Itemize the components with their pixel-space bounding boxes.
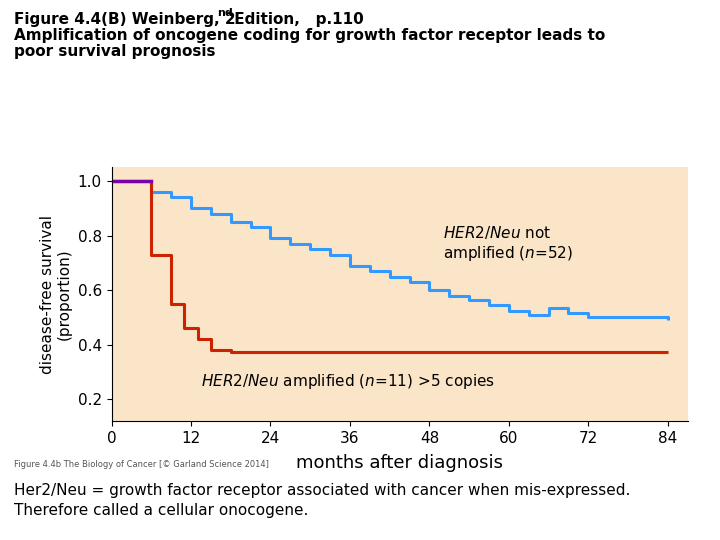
- Y-axis label: disease-free survival
(proportion): disease-free survival (proportion): [40, 215, 72, 374]
- Text: Edition,   p.110: Edition, p.110: [229, 12, 364, 27]
- Text: $\it{HER2/Neu}$ amplified ($\it{n}$=11) >5 copies: $\it{HER2/Neu}$ amplified ($\it{n}$=11) …: [201, 372, 495, 391]
- Text: poor survival prognosis: poor survival prognosis: [14, 44, 216, 59]
- Text: Her2/Neu = growth factor receptor associated with cancer when mis-expressed.: Her2/Neu = growth factor receptor associ…: [14, 483, 631, 498]
- X-axis label: months after diagnosis: months after diagnosis: [296, 454, 503, 472]
- Text: Figure 4.4(B) Weinberg, 2: Figure 4.4(B) Weinberg, 2: [14, 12, 236, 27]
- Text: Therefore called a cellular onocogene.: Therefore called a cellular onocogene.: [14, 503, 309, 518]
- Text: Figure 4.4b The Biology of Cancer [© Garland Science 2014]: Figure 4.4b The Biology of Cancer [© Gar…: [14, 460, 269, 469]
- Text: Amplification of oncogene coding for growth factor receptor leads to: Amplification of oncogene coding for gro…: [14, 28, 606, 43]
- Text: nd: nd: [217, 8, 233, 18]
- Text: $\it{HER2/Neu}$ not
amplified ($\it{n}$=52): $\it{HER2/Neu}$ not amplified ($\it{n}$=…: [443, 225, 573, 263]
